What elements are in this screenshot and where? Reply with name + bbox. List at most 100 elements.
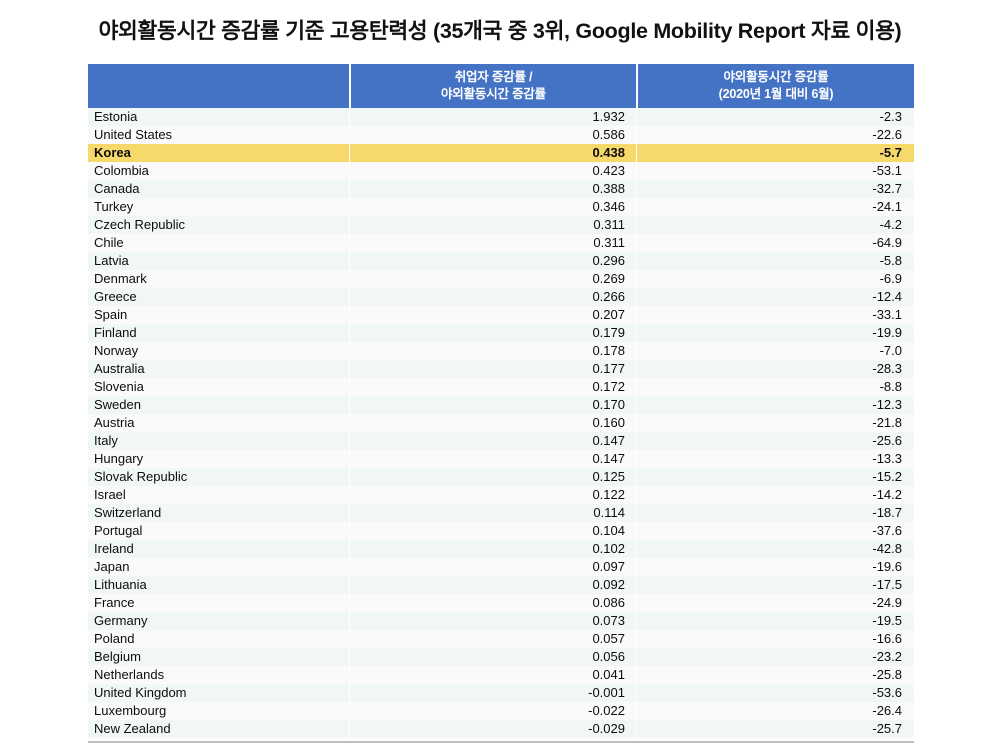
cell-elasticity: 0.269 bbox=[350, 270, 637, 288]
employment-elasticity-table-wrap: 취업자 증감률 / 야외활동시간 증감률 야외활동시간 증감률 (2020년 1… bbox=[88, 64, 914, 738]
cell-mobility: -5.7 bbox=[879, 145, 902, 160]
table-row: Austria 0.160 -21.8 bbox=[88, 414, 914, 432]
table-row: Spain 0.207 -33.1 bbox=[88, 306, 914, 324]
table-row: Canada 0.388 -32.7 bbox=[88, 180, 914, 198]
cell-country: Belgium bbox=[88, 648, 350, 666]
cell-country: Turkey bbox=[88, 198, 350, 216]
cell-country: Spain bbox=[88, 306, 350, 324]
cell-country: Finland bbox=[88, 324, 350, 342]
column-header-mobility: 야외활동시간 증감률 (2020년 1월 대비 6월) bbox=[636, 64, 914, 108]
cell-country: Austria bbox=[88, 414, 350, 432]
cell-mobility: -53.1 bbox=[872, 163, 902, 178]
cell-elasticity: 0.092 bbox=[350, 576, 637, 594]
cell-elasticity: -0.001 bbox=[350, 684, 637, 702]
table-header: 취업자 증감률 / 야외활동시간 증감률 야외활동시간 증감률 (2020년 1… bbox=[88, 64, 914, 108]
cell-mobility: -19.9 bbox=[872, 325, 902, 340]
cell-country: Chile bbox=[88, 234, 350, 252]
cell-elasticity: -0.022 bbox=[350, 702, 637, 720]
cell-country: Poland bbox=[88, 630, 350, 648]
cell-elasticity: 0.056 bbox=[350, 648, 637, 666]
cell-elasticity: 0.177 bbox=[350, 360, 637, 378]
column-header-mobility-line2: (2020년 1월 대비 6월) bbox=[718, 87, 834, 101]
table-bottom-rule bbox=[88, 741, 914, 743]
cell-country: Germany bbox=[88, 612, 350, 630]
table-row: Colombia 0.423 -53.1 bbox=[88, 162, 914, 180]
column-header-mobility-line1: 야외활동시간 증감률 bbox=[723, 70, 829, 85]
table-row: Israel 0.122 -14.2 bbox=[88, 486, 914, 504]
table-row: Hungary 0.147 -13.3 bbox=[88, 450, 914, 468]
cell-mobility: -33.1 bbox=[872, 307, 902, 322]
cell-elasticity: 0.147 bbox=[350, 432, 637, 450]
cell-elasticity: 0.147 bbox=[350, 450, 637, 468]
cell-mobility: -19.6 bbox=[872, 559, 902, 574]
table-row: New Zealand -0.029 -25.7 bbox=[88, 720, 914, 738]
cell-country: Lithuania bbox=[88, 576, 350, 594]
cell-country: Slovenia bbox=[88, 378, 350, 396]
table-row: Lithuania 0.092 -17.5 bbox=[88, 576, 914, 594]
cell-country: Greece bbox=[88, 288, 350, 306]
cell-country: Latvia bbox=[88, 252, 350, 270]
table-row: United Kingdom -0.001 -53.6 bbox=[88, 684, 914, 702]
table-row: Denmark 0.269 -6.9 bbox=[88, 270, 914, 288]
table-row: Switzerland 0.114 -18.7 bbox=[88, 504, 914, 522]
cell-elasticity: 0.122 bbox=[350, 486, 637, 504]
table-row: Poland 0.057 -16.6 bbox=[88, 630, 914, 648]
cell-mobility: -17.5 bbox=[872, 577, 902, 592]
cell-country: Luxembourg bbox=[88, 702, 350, 720]
column-header-elasticity-line2: 야외활동시간 증감률 bbox=[441, 87, 546, 101]
cell-country: Australia bbox=[88, 360, 350, 378]
cell-elasticity: 0.114 bbox=[350, 504, 637, 522]
cell-mobility: -37.6 bbox=[872, 523, 902, 538]
column-header-country bbox=[88, 64, 351, 108]
table-row: Estonia 1.932 -2.3 bbox=[88, 108, 914, 126]
cell-mobility: -6.9 bbox=[879, 271, 902, 286]
table-row: Korea 0.438 -5.7 bbox=[88, 144, 914, 162]
cell-elasticity: 0.125 bbox=[350, 468, 637, 486]
cell-mobility: -24.9 bbox=[872, 595, 902, 610]
cell-elasticity: 0.097 bbox=[350, 558, 637, 576]
cell-mobility: -24.1 bbox=[872, 199, 902, 214]
cell-country: Israel bbox=[88, 486, 350, 504]
cell-elasticity: 0.178 bbox=[350, 342, 637, 360]
cell-elasticity: 0.266 bbox=[350, 288, 637, 306]
cell-elasticity: 0.311 bbox=[350, 234, 637, 252]
cell-mobility: -12.3 bbox=[872, 397, 902, 412]
cell-country: Estonia bbox=[88, 108, 350, 126]
cell-elasticity: 0.172 bbox=[350, 378, 637, 396]
table-row: Germany 0.073 -19.5 bbox=[88, 612, 914, 630]
table-row: Czech Republic 0.311 -4.2 bbox=[88, 216, 914, 234]
cell-country: Netherlands bbox=[88, 666, 350, 684]
cell-mobility: -15.2 bbox=[872, 469, 902, 484]
cell-elasticity: 0.311 bbox=[350, 216, 637, 234]
table-row: Ireland 0.102 -42.8 bbox=[88, 540, 914, 558]
cell-mobility: -21.8 bbox=[872, 415, 902, 430]
cell-mobility: -25.7 bbox=[872, 721, 902, 736]
cell-mobility: -7.0 bbox=[879, 343, 902, 358]
table-row: United States 0.586 -22.6 bbox=[88, 126, 914, 144]
table-row: Japan 0.097 -19.6 bbox=[88, 558, 914, 576]
cell-country: France bbox=[88, 594, 350, 612]
cell-mobility: -16.6 bbox=[872, 631, 902, 646]
cell-elasticity: 0.057 bbox=[350, 630, 637, 648]
cell-elasticity: 0.160 bbox=[350, 414, 637, 432]
table-row: Belgium 0.056 -23.2 bbox=[88, 648, 914, 666]
page-title: 야외활동시간 증감률 기준 고용탄력성 (35개국 중 3위, Google M… bbox=[98, 19, 902, 43]
cell-mobility: -42.8 bbox=[872, 541, 902, 556]
cell-mobility: -53.6 bbox=[872, 685, 902, 700]
cell-elasticity: 0.073 bbox=[350, 612, 637, 630]
table-row: Turkey 0.346 -24.1 bbox=[88, 198, 914, 216]
cell-mobility: -8.8 bbox=[879, 379, 902, 394]
cell-country: Switzerland bbox=[88, 504, 350, 522]
table-row: Slovak Republic 0.125 -15.2 bbox=[88, 468, 914, 486]
cell-mobility: -28.3 bbox=[872, 361, 902, 376]
table-row: Latvia 0.296 -5.8 bbox=[88, 252, 914, 270]
cell-elasticity: 0.423 bbox=[350, 162, 637, 180]
cell-mobility: -14.2 bbox=[872, 487, 902, 502]
cell-country: United Kingdom bbox=[88, 684, 350, 702]
cell-country: Denmark bbox=[88, 270, 350, 288]
cell-elasticity: 0.586 bbox=[350, 126, 637, 144]
table-row: France 0.086 -24.9 bbox=[88, 594, 914, 612]
cell-elasticity: 0.179 bbox=[350, 324, 637, 342]
cell-elasticity: 0.207 bbox=[350, 306, 637, 324]
